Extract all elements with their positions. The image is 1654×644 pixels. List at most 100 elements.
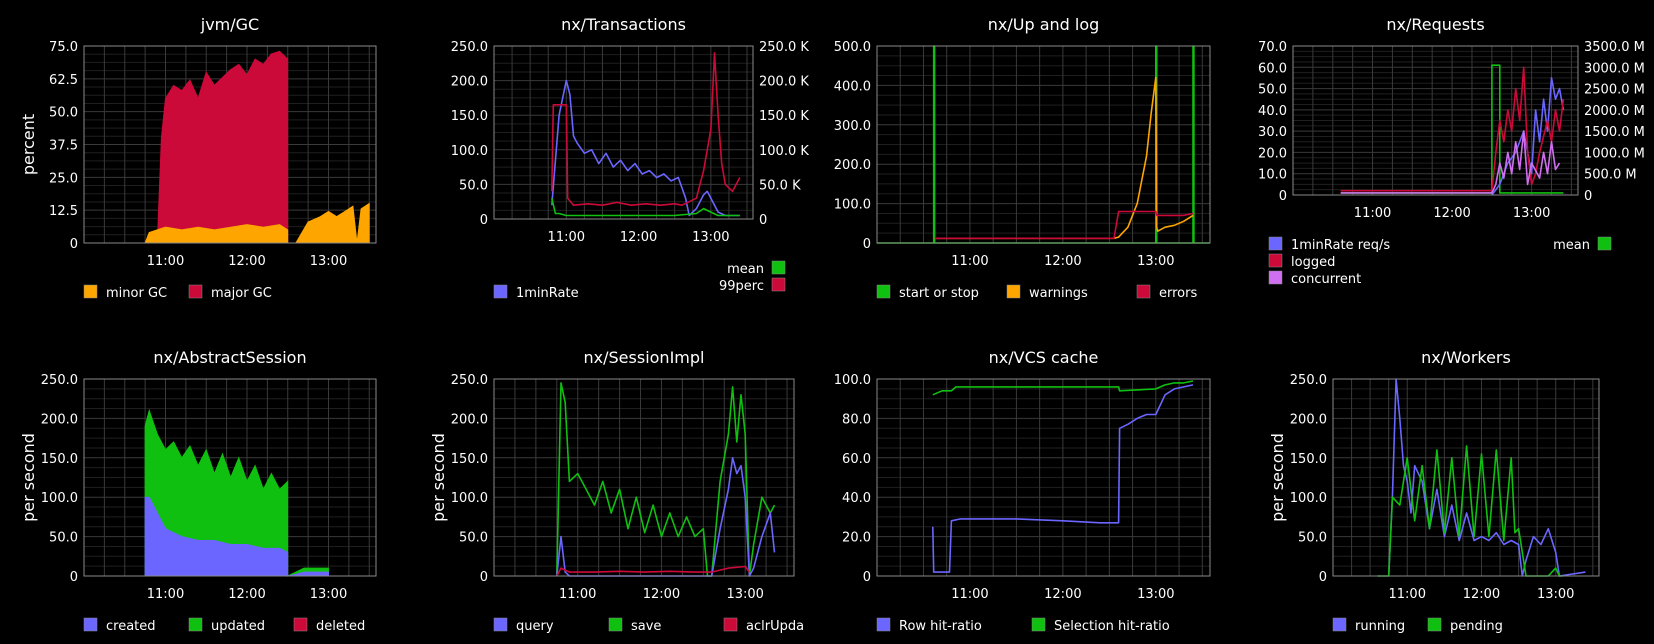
y-tick-label: 20.0 bbox=[842, 531, 871, 546]
grid-lines bbox=[1332, 378, 1599, 577]
y-tick-label: 0 bbox=[70, 237, 78, 252]
y-tick-label: 12.5 bbox=[49, 204, 78, 219]
legend-label: start or stop bbox=[899, 286, 979, 301]
x-tick-label: 12:00 bbox=[1463, 587, 1500, 602]
chart-nx-up-log: nx/Up and log 0 100.0 200.0 300.0 400.0 500.0 1… bbox=[834, 15, 1211, 301]
legend-label: query bbox=[516, 619, 554, 634]
y-tick-label: 50.0 bbox=[49, 106, 78, 121]
plot-frame bbox=[83, 45, 377, 244]
series-line-pending bbox=[1377, 445, 1564, 577]
plot-frame bbox=[493, 378, 795, 577]
x-tick-label: 11:00 bbox=[951, 587, 988, 602]
legend-label: deleted bbox=[316, 619, 365, 634]
y-tick-label: 40.0 bbox=[1258, 104, 1287, 119]
series-line-errors bbox=[934, 210, 1194, 240]
x-tick-label: 11:00 bbox=[1354, 206, 1391, 221]
x-tick-label: 13:00 bbox=[1513, 206, 1550, 221]
series-line-running bbox=[1387, 378, 1586, 577]
y-tick-label: 0 bbox=[480, 213, 488, 228]
series-line-aclrupdate bbox=[556, 565, 751, 577]
y-tick-label: 250.0 bbox=[451, 40, 488, 55]
y-tick-label: 100.0 bbox=[834, 198, 871, 213]
y2-tick-label: 200.0 K bbox=[759, 75, 809, 90]
y-tick-label: 0 bbox=[863, 237, 871, 252]
x-tick-label: 11:00 bbox=[559, 587, 596, 602]
series-area-major-gc bbox=[145, 50, 289, 244]
y2-tick-label: 50.0 K bbox=[759, 178, 801, 193]
legend-label: created bbox=[106, 619, 156, 634]
legend-swatch bbox=[83, 617, 98, 632]
x-tick-label: 12:00 bbox=[1433, 206, 1470, 221]
grid-lines bbox=[876, 378, 1210, 577]
legend-swatch bbox=[608, 617, 623, 632]
legend-swatch bbox=[293, 617, 308, 632]
x-tick-label: 13:00 bbox=[310, 587, 347, 602]
legend-swatch bbox=[771, 260, 786, 275]
x-tick-label: 13:00 bbox=[1137, 254, 1174, 269]
y-tick-label: 50.0 bbox=[1258, 83, 1287, 98]
x-tick-label: 12:00 bbox=[228, 254, 265, 269]
legend-label: concurrent bbox=[1291, 272, 1361, 287]
legend-swatch bbox=[1268, 270, 1283, 285]
y-tick-label: 60.0 bbox=[842, 452, 871, 467]
y-tick-label: 62.5 bbox=[49, 73, 78, 88]
y2-tick-label: 2500.0 M bbox=[1584, 83, 1645, 98]
y-tick-label: 100.0 bbox=[451, 144, 488, 159]
y-axis-label: percent bbox=[19, 114, 38, 175]
y-tick-label: 100.0 bbox=[834, 373, 871, 388]
y2-tick-label: 1500.0 M bbox=[1584, 125, 1645, 140]
chart-nx-vcs-cache: nx/VCS cache 0 20.0 40.0 60.0 80.0 100.0 11:00 1… bbox=[834, 348, 1211, 634]
legend-swatch bbox=[1332, 617, 1347, 632]
series-line-selection-hit-ratio bbox=[932, 380, 1194, 396]
y2-tick-label: 2000.0 M bbox=[1584, 104, 1645, 119]
plot-frame bbox=[1332, 378, 1600, 577]
x-tick-label: 11:00 bbox=[951, 254, 988, 269]
chart-jvm-gc: jvm/GC 0 12.5 25.0 37.5 50.0 62.5 75.0 11:00 12:0… bbox=[19, 15, 377, 301]
y-tick-label: 200.0 bbox=[1290, 412, 1327, 427]
legend-label: running bbox=[1355, 619, 1405, 634]
y-tick-label: 100.0 bbox=[41, 491, 78, 506]
grid-lines bbox=[876, 45, 1210, 244]
series-line-concurrent bbox=[1340, 130, 1561, 194]
y-tick-label: 400.0 bbox=[834, 79, 871, 94]
chart-title: nx/Transactions bbox=[561, 15, 686, 34]
y-tick-label: 250.0 bbox=[41, 373, 78, 388]
legend-label: 1minRate req/s bbox=[1291, 238, 1390, 253]
y-tick-label: 200.0 bbox=[41, 412, 78, 427]
legend-swatch bbox=[1268, 253, 1283, 268]
y2-tick-label: 0 bbox=[759, 213, 767, 228]
grid-lines bbox=[1292, 45, 1578, 196]
legend-label: aclrUpda bbox=[746, 619, 804, 634]
y-tick-label: 60.0 bbox=[1258, 61, 1287, 76]
x-tick-label: 13:00 bbox=[1137, 587, 1174, 602]
y-tick-label: 20.0 bbox=[1258, 146, 1287, 161]
series-area-updated bbox=[144, 408, 329, 577]
legend-label: save bbox=[631, 619, 661, 634]
y-tick-label: 0 bbox=[1319, 570, 1327, 585]
y-tick-label: 30.0 bbox=[1258, 125, 1287, 140]
chart-title: jvm/GC bbox=[200, 15, 259, 34]
y-axis-label: per second bbox=[19, 433, 38, 522]
y-tick-label: 40.0 bbox=[842, 491, 871, 506]
x-tick-label: 12:00 bbox=[643, 587, 680, 602]
series-line-save bbox=[556, 382, 776, 577]
legend-label: 1minRate bbox=[516, 286, 579, 301]
x-tick-label: 13:00 bbox=[726, 587, 763, 602]
y-tick-label: 25.0 bbox=[49, 171, 78, 186]
chart-nx-workers: nx/Workers 0 50.0 100.0 150.0 200.0 250.0 11:00… bbox=[1268, 348, 1600, 634]
y2-tick-label: 100.0 K bbox=[759, 144, 809, 159]
series-area-created bbox=[144, 496, 329, 577]
y2-tick-label: 1000.0 M bbox=[1584, 146, 1645, 161]
x-tick-label: 12:00 bbox=[228, 587, 265, 602]
chart-title: nx/VCS cache bbox=[989, 348, 1099, 367]
legend-swatch bbox=[771, 277, 786, 292]
plot-frame bbox=[876, 378, 1211, 577]
chart-nx-session-impl: nx/SessionImpl 0 50.0 100.0 150.0 200.0 250.0 1… bbox=[429, 348, 804, 634]
x-tick-label: 11:00 bbox=[548, 230, 585, 245]
chart-nx-abstract-session: nx/AbstractSession 0 50.0 100.0 150.0 200.0 25… bbox=[19, 348, 377, 634]
legend-label: pending bbox=[1450, 619, 1503, 634]
legend-label: minor GC bbox=[106, 286, 167, 301]
legend-swatch bbox=[188, 284, 203, 299]
legend-swatch bbox=[1136, 284, 1151, 299]
